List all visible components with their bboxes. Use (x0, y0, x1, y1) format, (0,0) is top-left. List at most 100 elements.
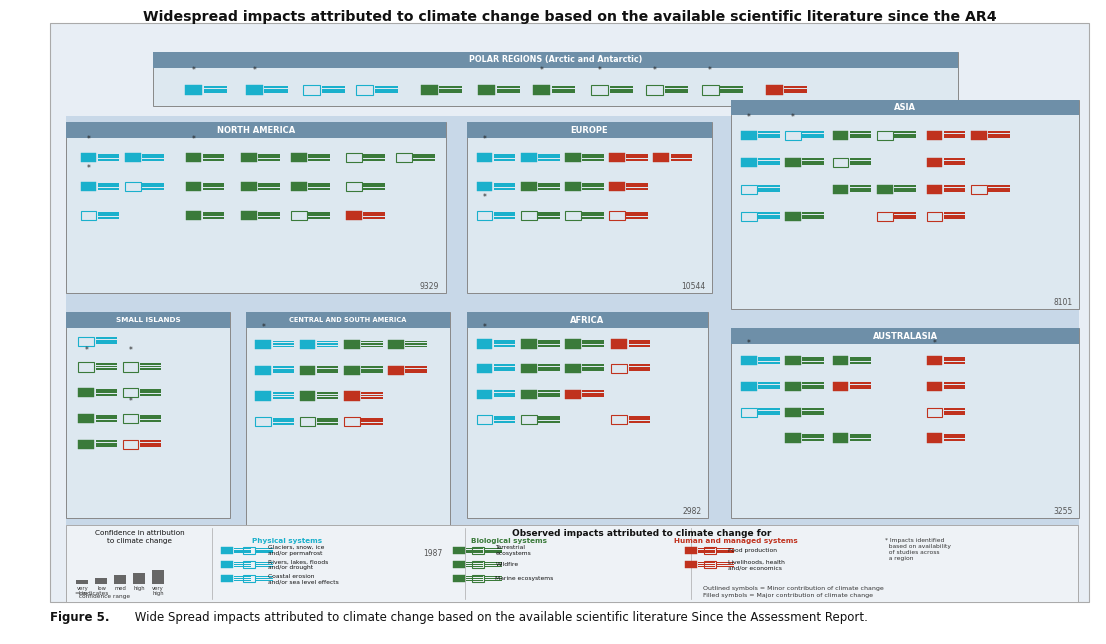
Bar (943, 188, 966, 190)
Bar (322, 86, 345, 88)
Bar (849, 362, 872, 364)
Bar (493, 390, 515, 392)
Bar (477, 153, 492, 162)
Bar (538, 183, 560, 185)
Bar (405, 366, 427, 368)
Bar (582, 365, 604, 366)
Text: Figure 5.: Figure 5. (50, 611, 109, 623)
Bar (943, 408, 966, 410)
Bar (717, 551, 734, 553)
Bar (741, 212, 757, 221)
Bar (717, 562, 734, 563)
Bar (246, 312, 450, 560)
Bar (628, 370, 650, 372)
Bar (322, 89, 345, 91)
Bar (877, 131, 893, 140)
Text: *: * (791, 113, 795, 122)
Bar (307, 156, 330, 158)
Bar (220, 547, 232, 554)
Bar (467, 578, 482, 580)
Bar (612, 339, 627, 348)
Bar (849, 434, 872, 436)
Text: Outlined symbols = Minor contribution of climate change
Filled symbols = Major c: Outlined symbols = Minor contribution of… (703, 586, 884, 598)
Bar (538, 217, 560, 219)
Bar (731, 100, 1079, 309)
Text: very
low: very low (77, 586, 88, 596)
Bar (538, 154, 560, 156)
Bar (202, 214, 225, 216)
Bar (665, 86, 688, 88)
Bar (291, 211, 306, 220)
Bar (241, 153, 257, 162)
Bar (307, 212, 330, 214)
Bar (565, 390, 581, 399)
Bar (255, 576, 272, 578)
Text: *: * (747, 113, 751, 122)
Bar (246, 85, 263, 95)
Bar (927, 212, 942, 221)
Bar (699, 551, 714, 553)
Bar (361, 372, 383, 374)
Bar (849, 134, 872, 136)
Bar (316, 366, 338, 368)
Bar (493, 340, 515, 342)
Bar (142, 185, 164, 187)
Bar (243, 561, 254, 569)
Text: *: * (86, 135, 91, 144)
Bar (81, 153, 96, 162)
Bar (272, 395, 294, 397)
Bar (582, 212, 604, 214)
Bar (139, 415, 161, 417)
Text: *: * (747, 339, 751, 348)
Bar (849, 439, 872, 441)
Bar (272, 343, 294, 345)
Bar (97, 217, 119, 219)
Bar (467, 562, 482, 563)
Bar (405, 369, 427, 371)
Bar (139, 417, 161, 419)
Bar (363, 159, 385, 161)
Bar (927, 382, 942, 391)
Text: *: * (482, 323, 487, 332)
Bar (686, 561, 698, 569)
Bar (538, 214, 560, 216)
Bar (582, 370, 604, 372)
Bar (493, 365, 515, 366)
Bar (233, 547, 250, 549)
Bar (405, 341, 427, 343)
Text: *: * (482, 135, 487, 144)
Bar (405, 343, 427, 345)
Bar (849, 185, 872, 187)
Bar (233, 580, 250, 582)
Bar (375, 89, 398, 91)
Bar (833, 356, 848, 365)
Text: *: * (128, 397, 133, 406)
Text: *: * (932, 339, 937, 348)
Bar (484, 551, 502, 553)
Bar (493, 183, 515, 185)
Bar (670, 154, 692, 156)
Bar (291, 182, 306, 191)
Bar (582, 390, 604, 392)
Bar (233, 549, 250, 551)
Bar (139, 366, 161, 368)
Bar (316, 418, 338, 420)
Bar (255, 547, 272, 549)
Bar (484, 547, 502, 549)
Bar (802, 411, 824, 413)
Bar (609, 153, 625, 162)
Bar (142, 159, 164, 161)
Bar (493, 370, 515, 372)
Bar (802, 158, 824, 160)
Bar (533, 85, 551, 95)
Bar (388, 340, 404, 349)
Bar (471, 561, 484, 569)
Bar (626, 214, 648, 216)
Bar (300, 366, 315, 375)
Bar (233, 576, 250, 578)
Bar (582, 393, 604, 395)
Text: NORTH AMERICA: NORTH AMERICA (217, 126, 295, 135)
Bar (802, 408, 824, 410)
Bar (123, 388, 138, 397)
Bar (139, 389, 161, 391)
